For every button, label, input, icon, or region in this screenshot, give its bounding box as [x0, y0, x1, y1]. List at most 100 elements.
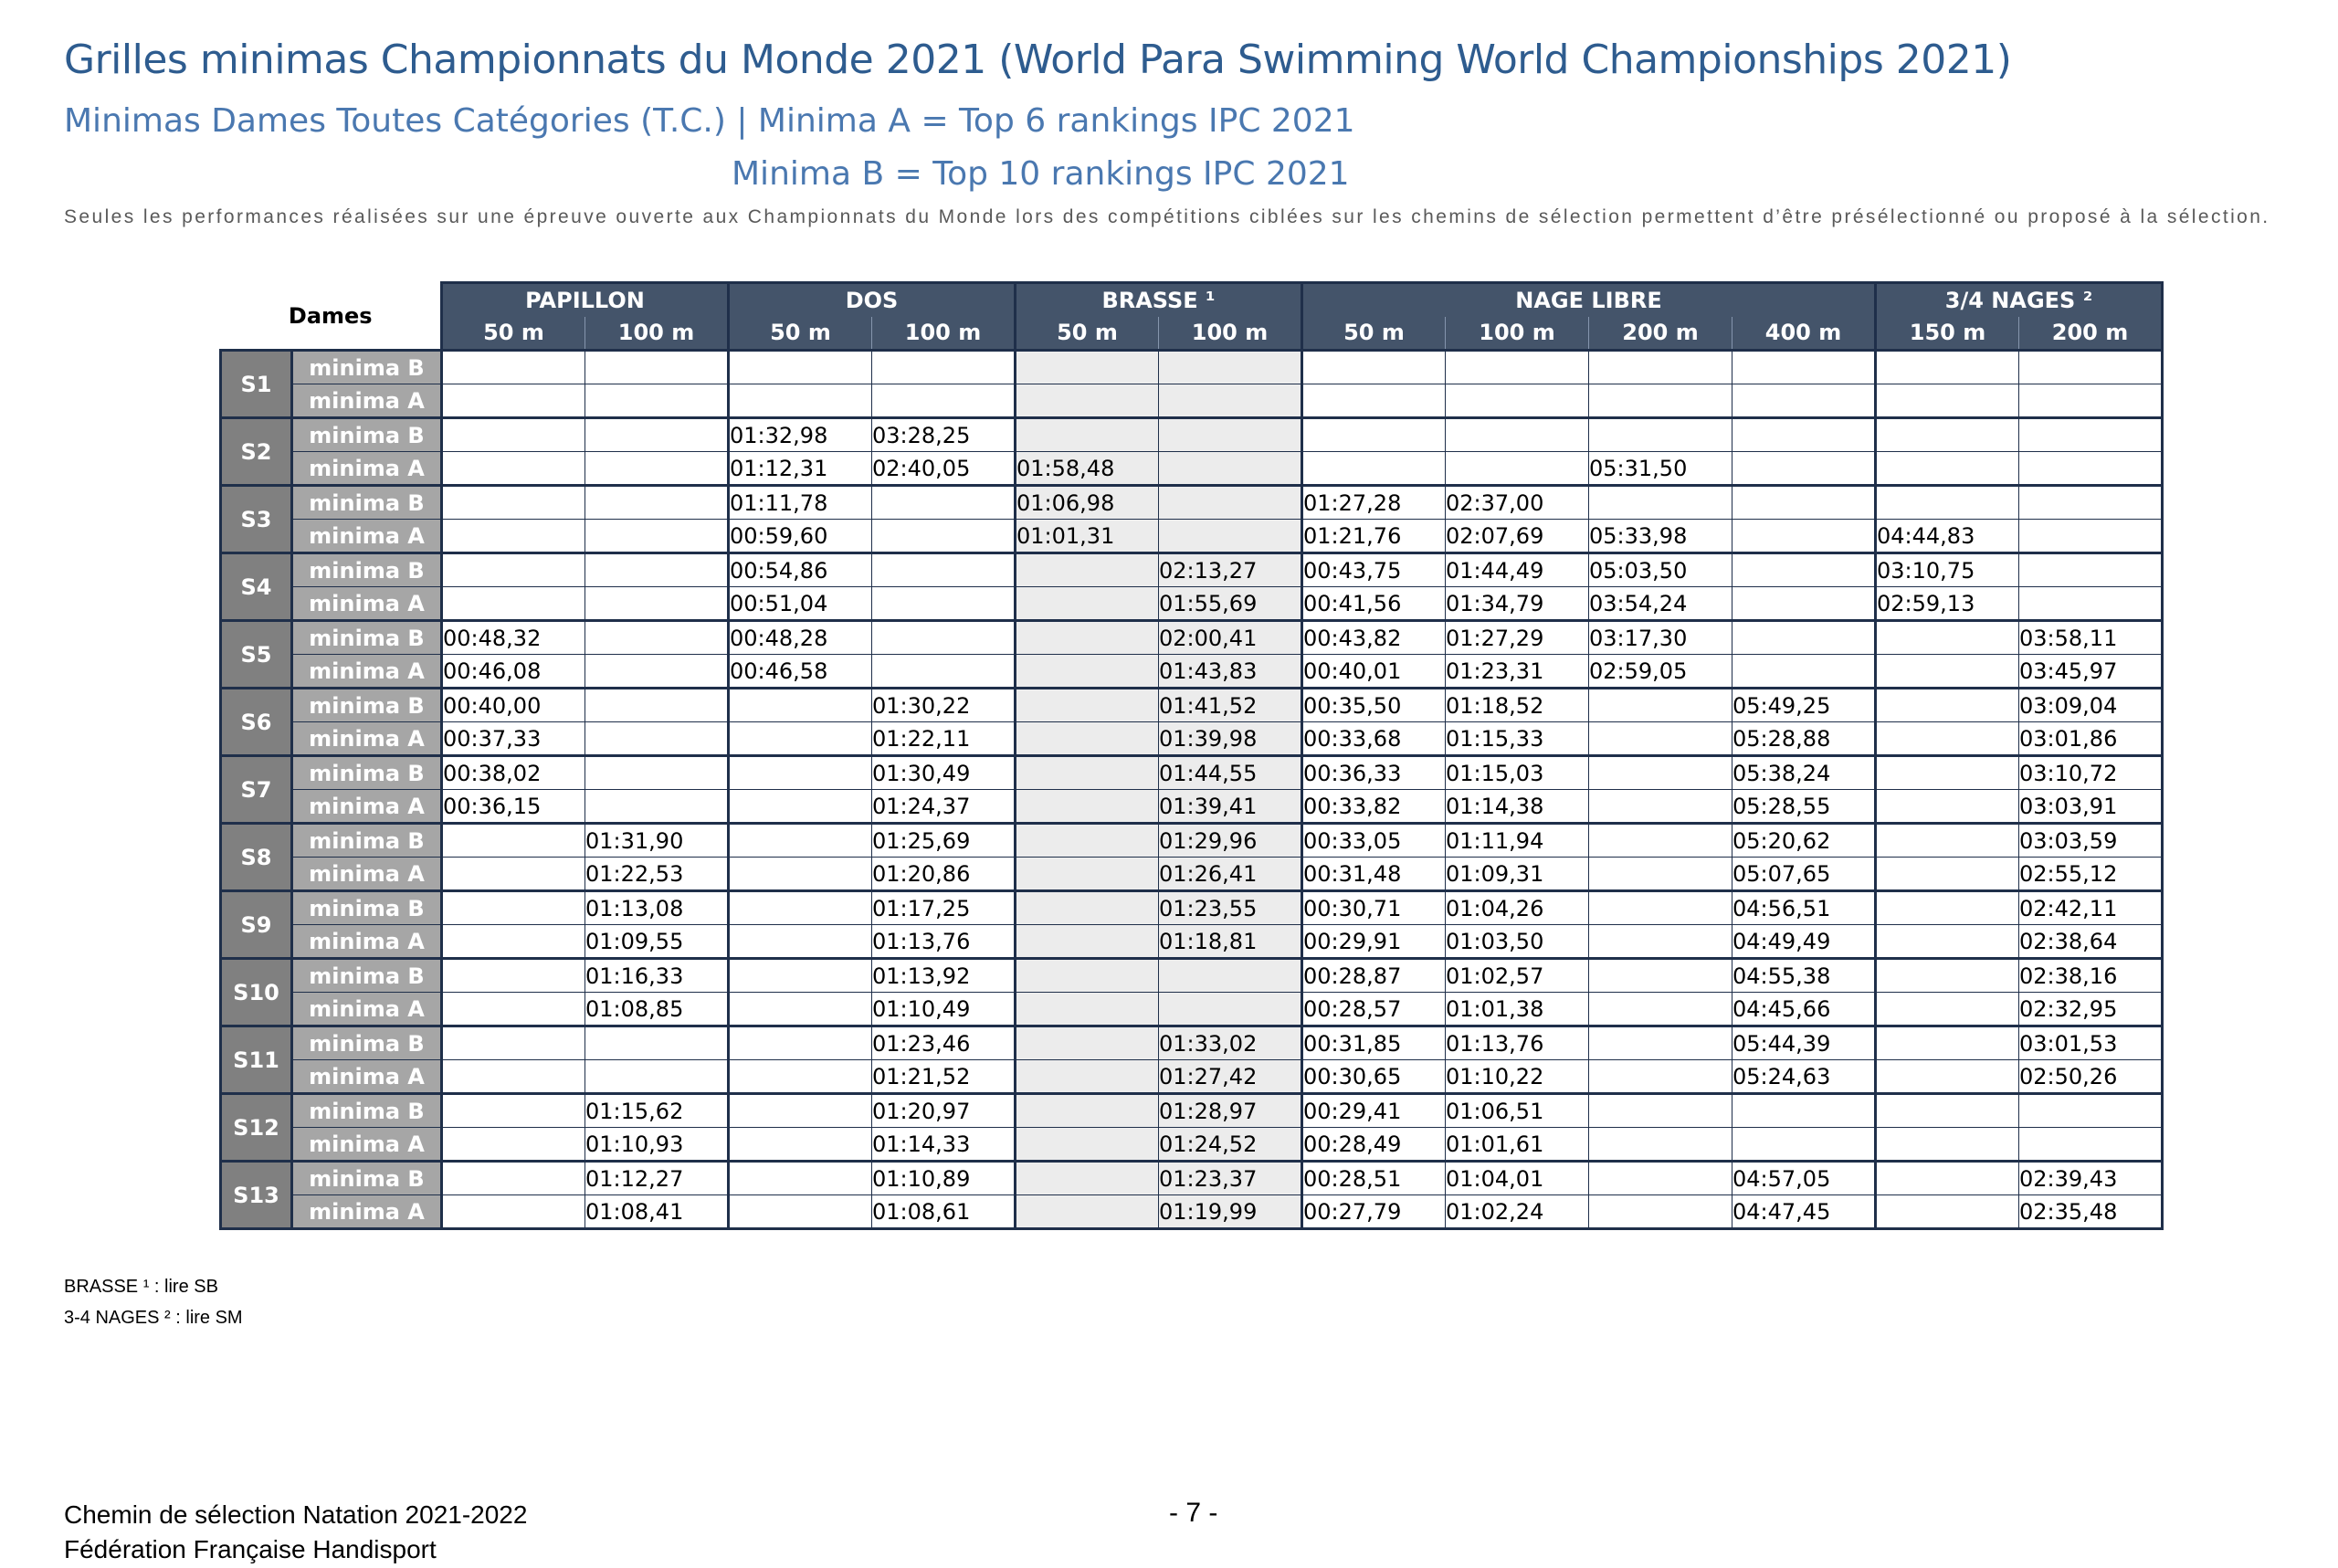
time-cell	[1014, 1127, 1159, 1163]
time-cell	[727, 1059, 872, 1095]
time-cell: 01:39,98	[1158, 721, 1303, 757]
time-cell: 00:33,05	[1301, 822, 1446, 858]
time-cell: 02:59,05	[1588, 654, 1732, 689]
time-cell: 05:28,55	[1732, 789, 1877, 825]
time-cell	[1874, 384, 2019, 419]
time-cell: 01:24,37	[871, 789, 1016, 825]
stroke-header: PAPILLON	[440, 281, 730, 317]
time-cell	[1874, 992, 2019, 1027]
page-title: Grilles minimas Championnats du Monde 20…	[64, 37, 2012, 83]
time-cell	[584, 1059, 730, 1095]
time-cell: 02:55,12	[2018, 857, 2164, 892]
time-cell: 05:28,88	[1732, 721, 1877, 757]
time-cell: 01:28,97	[1158, 1092, 1303, 1128]
time-cell	[727, 992, 872, 1027]
time-cell: 04:44,83	[1874, 519, 2019, 554]
time-cell	[1874, 349, 2019, 384]
time-cell	[1874, 754, 2019, 790]
time-cell	[871, 519, 1016, 554]
time-cell	[1588, 1025, 1732, 1060]
corner-label: Dames	[220, 282, 442, 351]
time-cell: 02:39,43	[2018, 1160, 2164, 1195]
time-cell	[584, 619, 730, 655]
time-cell	[1014, 857, 1159, 892]
time-cell	[1588, 1160, 1732, 1195]
time-cell	[1588, 1127, 1732, 1163]
time-cell: 01:13,08	[584, 889, 730, 925]
time-cell: 04:49,49	[1732, 924, 1877, 960]
table-row: S7 minima B 00:38,02 01:30,49 01:44,55 00:36,…	[219, 754, 2164, 825]
time-cell: 02:59,13	[1874, 586, 2019, 622]
time-cell	[871, 586, 1016, 622]
time-cell: 03:09,04	[2018, 687, 2164, 722]
time-cell	[1874, 1092, 2019, 1128]
time-cell: 01:16,33	[584, 957, 730, 993]
time-cell: 05:44,39	[1732, 1025, 1877, 1060]
time-cell: 02:07,69	[1445, 519, 1589, 554]
time-cell: 05:33,98	[1588, 519, 1732, 554]
time-cell: 01:14,38	[1445, 789, 1589, 825]
time-cell	[1732, 451, 1877, 487]
distance-header: 100 m	[1445, 316, 1589, 352]
minima-level-label: minima A	[291, 1127, 443, 1163]
time-cell	[1014, 349, 1159, 384]
stroke-header: DOS	[727, 281, 1016, 317]
minima-level-label: minima A	[291, 789, 443, 825]
class-label: S13	[219, 1160, 293, 1230]
table-row: minima A	[221, 384, 2164, 419]
time-cell	[584, 349, 730, 384]
time-cell	[871, 349, 1016, 384]
minima-level-label: minima A	[291, 992, 443, 1027]
time-cell	[727, 889, 872, 925]
time-cell: 00:36,33	[1301, 754, 1446, 790]
time-cell	[1588, 857, 1732, 892]
distance-header-row: 50 m 100 m 50 m 100 m 50 m 100 m 50 m 100 m 200 …	[221, 316, 2164, 352]
time-cell	[1588, 889, 1732, 925]
time-cell: 01:18,52	[1445, 687, 1589, 722]
time-cell	[727, 822, 872, 858]
time-cell	[1874, 484, 2019, 520]
page-number: - 7 -	[1169, 1498, 1218, 1528]
time-cell	[1874, 1194, 2019, 1230]
time-cell	[1588, 924, 1732, 960]
time-cell	[440, 822, 585, 858]
footnote-brasse: BRASSE ¹ : lire SB	[64, 1277, 218, 1297]
stroke-header: 3/4 NAGES ²	[1874, 281, 2164, 317]
class-label: S12	[219, 1092, 293, 1163]
time-cell: 01:44,49	[1445, 552, 1589, 587]
stroke-header-row: Dames PAPILLON DOS BRASSE ¹ NAGE LIBRE 3/4 N…	[220, 281, 2164, 351]
time-cell: 01:30,49	[871, 754, 1016, 790]
time-cell	[1732, 484, 1877, 520]
distance-header: 150 m	[1874, 316, 2019, 352]
time-cell: 02:35,48	[2018, 1194, 2164, 1230]
time-cell	[1588, 687, 1732, 722]
time-cell	[584, 754, 730, 790]
minima-level-label: minima B	[291, 349, 443, 384]
table-row: minima A 00:51,04 01:55,69 00:41,56 01:34,79…	[221, 586, 2164, 622]
class-label: S2	[219, 416, 293, 487]
time-cell: 05:03,50	[1588, 552, 1732, 587]
minima-level-label: minima A	[291, 857, 443, 892]
time-cell	[1874, 924, 2019, 960]
class-label: S11	[219, 1025, 293, 1095]
time-cell: 03:03,91	[2018, 789, 2164, 825]
time-cell: 01:13,76	[1445, 1025, 1589, 1060]
time-cell	[1014, 924, 1159, 960]
time-cell: 00:40,01	[1301, 654, 1446, 689]
time-cell	[871, 654, 1016, 689]
time-cell: 01:01,38	[1445, 992, 1589, 1027]
time-cell	[1874, 1160, 2019, 1195]
time-cell: 01:04,01	[1445, 1160, 1589, 1195]
time-cell: 03:01,86	[2018, 721, 2164, 757]
time-cell	[584, 552, 730, 587]
minima-level-label: minima B	[291, 552, 443, 587]
time-cell: 05:49,25	[1732, 687, 1877, 722]
time-cell: 01:08,41	[584, 1194, 730, 1230]
minima-level-label: minima A	[291, 654, 443, 689]
time-cell	[1158, 451, 1303, 487]
time-cell: 01:41,52	[1158, 687, 1303, 722]
time-cell: 03:58,11	[2018, 619, 2164, 655]
time-cell	[1588, 822, 1732, 858]
time-cell	[1158, 992, 1303, 1027]
